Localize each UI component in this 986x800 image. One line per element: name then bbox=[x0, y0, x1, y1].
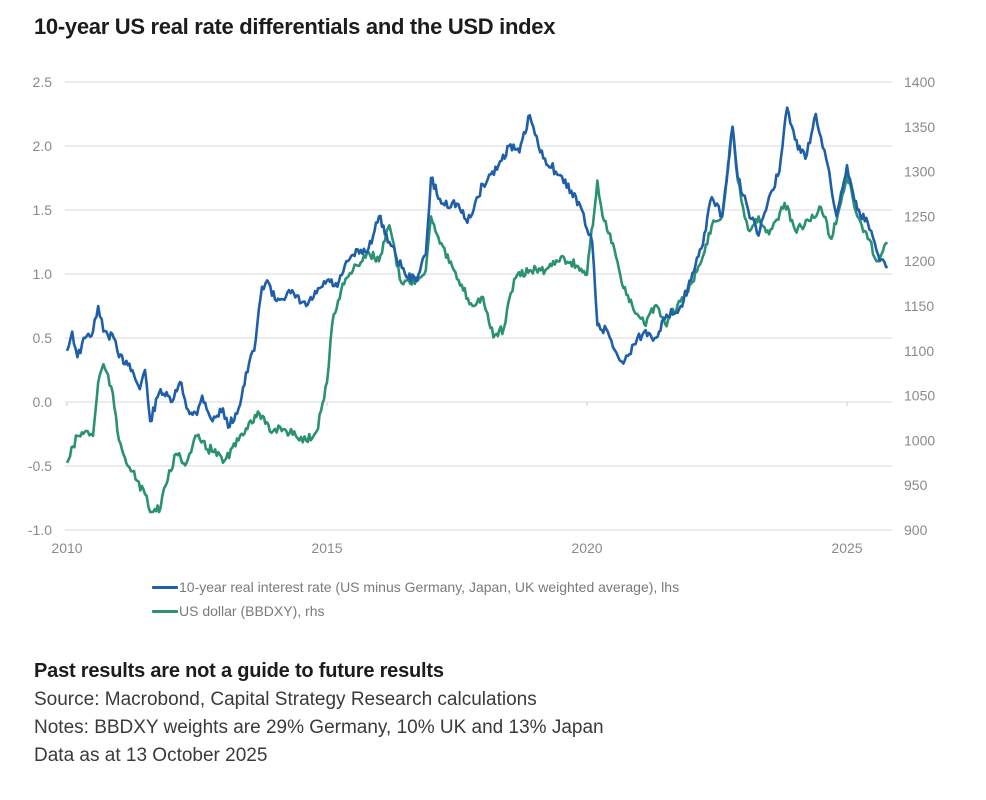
legend: 10-year real interest rate (US minus Ger… bbox=[152, 575, 679, 623]
x-axis-ticks bbox=[66, 402, 848, 406]
right-axis-labels: 1400 1350 1300 1250 1200 1150 1100 1050 1000 950 9… bbox=[904, 74, 935, 538]
series-line-usd-index bbox=[65, 125, 888, 514]
right-axis-tick-label: 1400 bbox=[904, 74, 935, 90]
series-layer bbox=[65, 106, 889, 514]
right-axis-tick-label: 1200 bbox=[904, 253, 935, 269]
right-axis-tick-label: 1350 bbox=[904, 119, 935, 135]
left-axis-tick-label: 2.5 bbox=[33, 74, 53, 90]
legend-label-real-rate: 10-year real interest rate (US minus Ger… bbox=[179, 579, 680, 595]
disclaimer: Past results are not a guide to future r… bbox=[34, 660, 444, 682]
legend-swatch-green bbox=[152, 609, 178, 613]
legend-swatch-blue bbox=[152, 585, 178, 589]
right-axis-tick-label: 900 bbox=[904, 522, 928, 538]
left-axis-labels: 2.5 2.0 1.5 1.0 0.5 0.0 -0.5 -1.0 bbox=[28, 74, 52, 538]
x-axis-tick-label: 2015 bbox=[311, 540, 342, 556]
gridlines bbox=[65, 81, 892, 531]
legend-item-real-rate: 10-year real interest rate (US minus Ger… bbox=[152, 575, 679, 599]
x-axis-tick-label: 2025 bbox=[831, 540, 862, 556]
right-axis-tick-label: 1100 bbox=[904, 343, 934, 359]
legend-item-usd: US dollar (BBDXY), rhs bbox=[152, 599, 679, 623]
chart-area: 2.52.01.51.00.50.0-0.5-1.0 1400135013001… bbox=[28, 74, 935, 556]
x-axis-labels: 2010 2015 2020 2025 bbox=[51, 540, 862, 556]
footer: Past results are not a guide to future r… bbox=[34, 660, 604, 770]
weights-note: Notes: BBDXY weights are 29% Germany, 10… bbox=[34, 717, 604, 738]
left-axis-tick-label: 2.0 bbox=[33, 138, 53, 154]
left-axis-tick-label: 1.0 bbox=[33, 266, 53, 282]
right-axis-tick-label: 1150 bbox=[904, 298, 934, 314]
right-axis-tick-label: 1050 bbox=[904, 388, 935, 404]
x-axis-tick-label: 2020 bbox=[571, 540, 602, 556]
left-axis-tick-label: -1.0 bbox=[28, 522, 52, 538]
right-axis-tick-label: 1250 bbox=[904, 208, 935, 224]
left-axis-tick-label: 0.0 bbox=[33, 394, 53, 410]
chart-title: 10-year US real rate differentials and t… bbox=[34, 14, 556, 39]
x-axis-tick-label: 2010 bbox=[51, 540, 82, 556]
legend-label-usd: US dollar (BBDXY), rhs bbox=[179, 603, 325, 619]
series-line-real-rate bbox=[65, 106, 889, 429]
right-axis-tick-label: 1300 bbox=[904, 164, 935, 180]
right-axis-tick-label: 950 bbox=[904, 477, 928, 493]
left-axis-tick-label: -0.5 bbox=[28, 458, 52, 474]
left-axis-tick-label: 0.5 bbox=[33, 330, 53, 346]
data-date: Data as at 13 October 2025 bbox=[34, 745, 268, 766]
source-note: Source: Macrobond, Capital Strategy Rese… bbox=[34, 689, 537, 710]
left-axis-tick-label: 1.5 bbox=[33, 202, 53, 218]
right-axis-tick-label: 1000 bbox=[904, 432, 935, 448]
